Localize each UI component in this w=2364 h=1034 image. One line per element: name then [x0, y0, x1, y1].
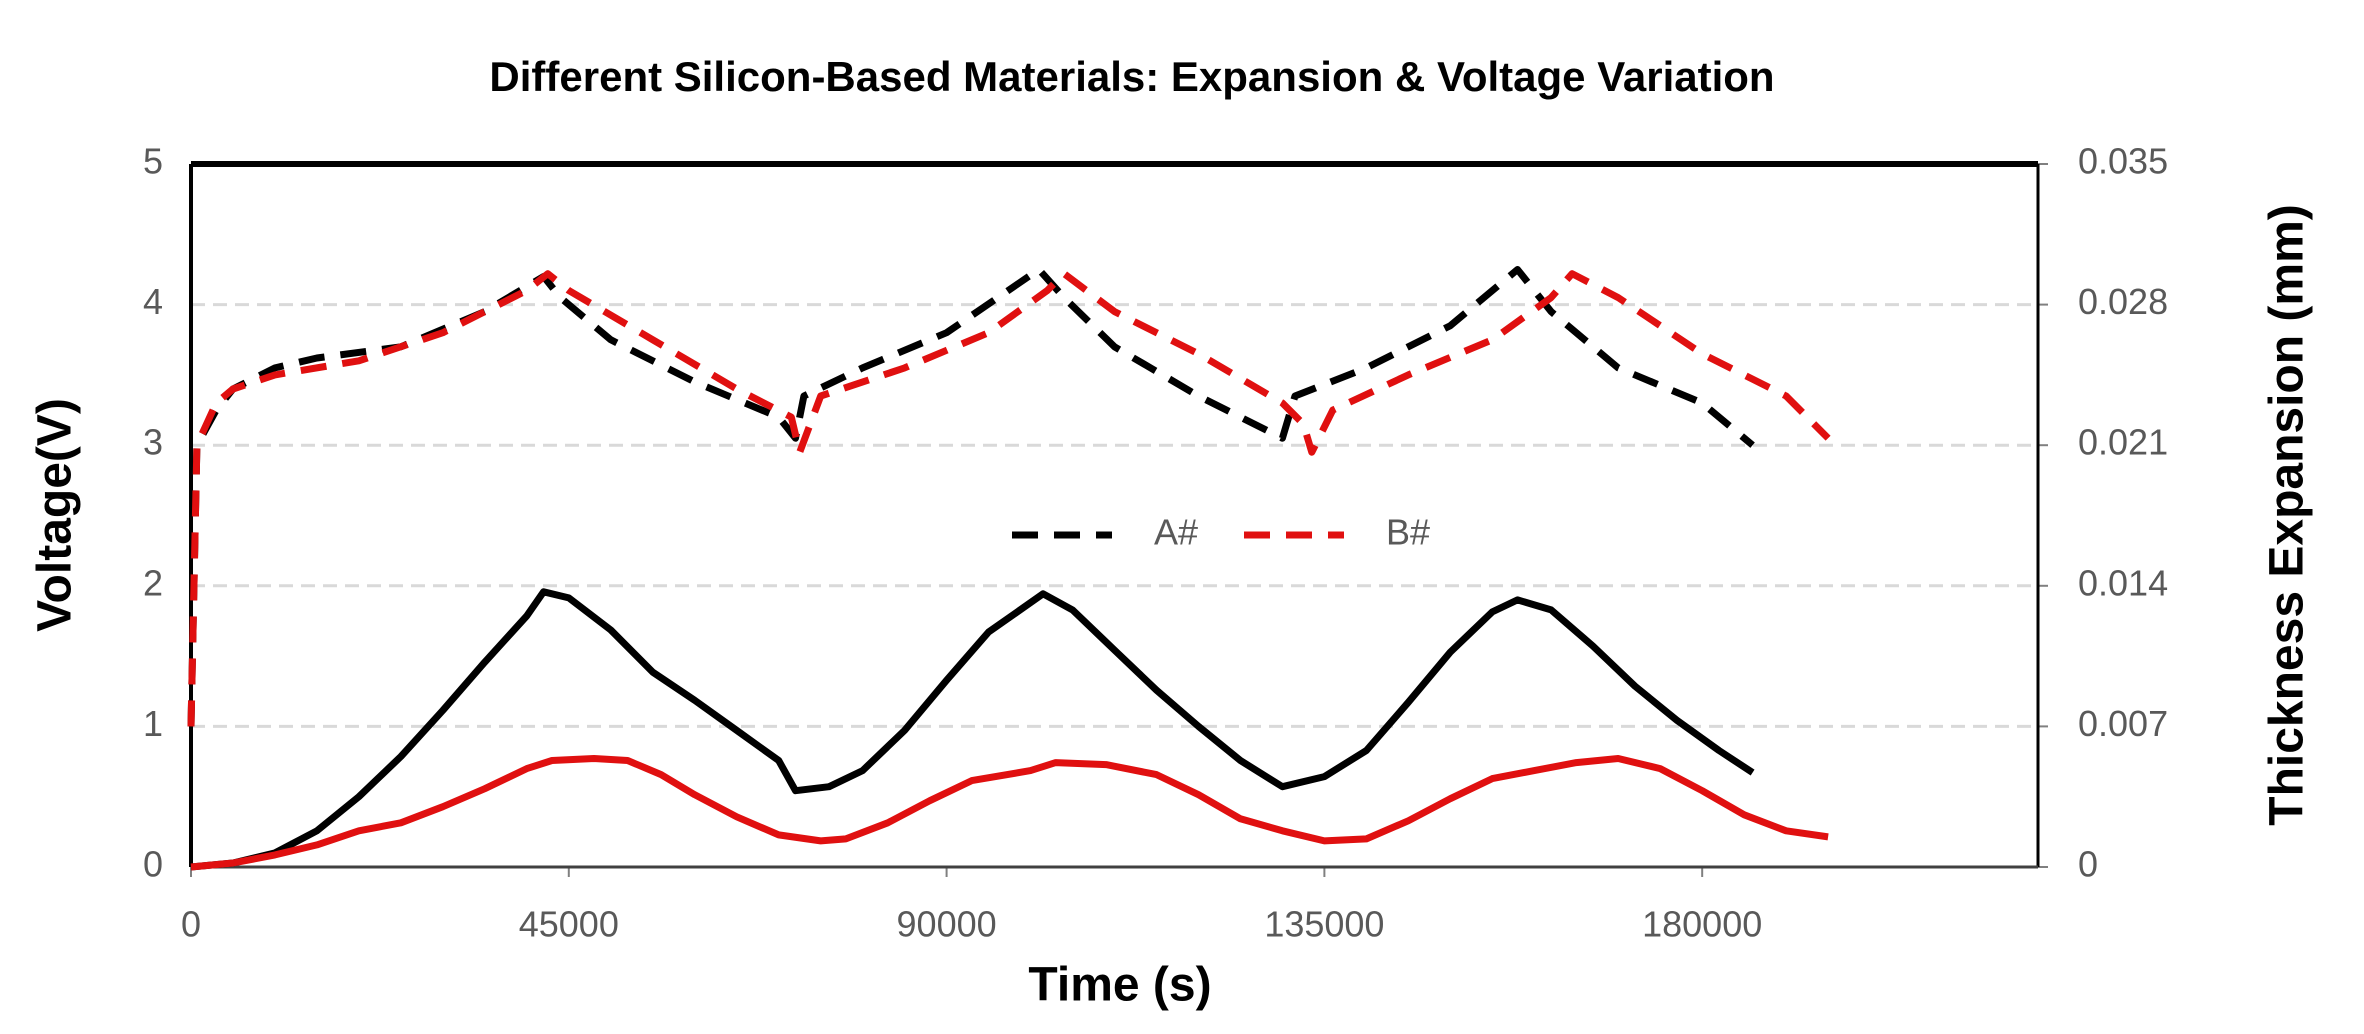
x-axis-title: Time (s)	[1028, 959, 1211, 1012]
series-line	[190, 588, 1755, 871]
series-line	[187, 266, 1755, 727]
y-tick-label: 0	[143, 844, 163, 885]
y2-tick-label: 0	[2078, 844, 2098, 885]
y-tick-label: 5	[143, 141, 163, 182]
x-tick-label: 135000	[1264, 904, 1384, 945]
x-tick-label: 180000	[1642, 904, 1762, 945]
y-tick-label: 1	[143, 703, 163, 744]
series-line	[187, 270, 1831, 727]
legend-label: B#	[1386, 512, 1430, 553]
y-axis-title: Voltage(V)	[29, 398, 82, 632]
y2-tick-label: 0.021	[2078, 422, 2168, 463]
y2-axis-title: Thickness Expansion (mm)	[2261, 204, 2314, 826]
y2-tick-label: 0.035	[2078, 141, 2168, 182]
y2-tick-label: 0.028	[2078, 281, 2168, 322]
series-line	[190, 755, 1829, 871]
y-tick-label: 4	[143, 281, 163, 322]
y-tick-label: 2	[143, 562, 163, 603]
y-tick-label: 3	[143, 422, 163, 463]
x-tick-label: 90000	[897, 904, 997, 945]
x-tick-label: 45000	[519, 904, 619, 945]
y2-tick-label: 0.014	[2078, 562, 2168, 603]
legend-label: A#	[1154, 512, 1198, 553]
chart-title: Different Silicon-Based Materials: Expan…	[489, 53, 1774, 100]
x-tick-label: 0	[181, 904, 201, 945]
y2-tick-label: 0.007	[2078, 703, 2168, 744]
